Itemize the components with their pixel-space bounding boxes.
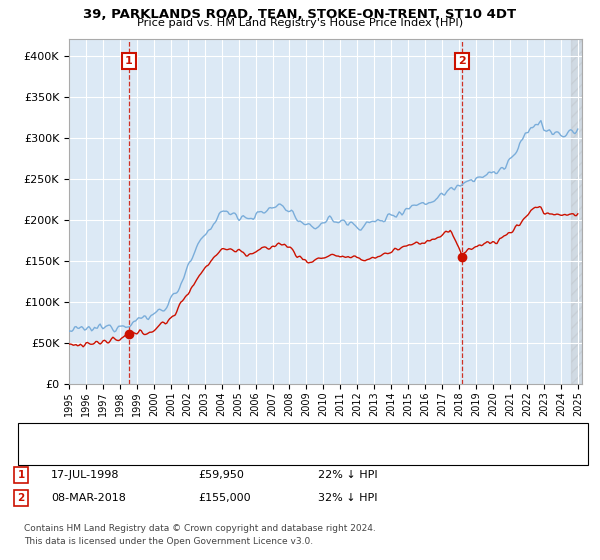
Text: £155,000: £155,000 [198,493,251,503]
Text: 08-MAR-2018: 08-MAR-2018 [51,493,126,503]
Text: 32% ↓ HPI: 32% ↓ HPI [318,493,377,503]
Text: 22% ↓ HPI: 22% ↓ HPI [318,470,377,480]
Text: 2: 2 [17,493,25,503]
Text: Price paid vs. HM Land Registry's House Price Index (HPI): Price paid vs. HM Land Registry's House … [137,18,463,29]
Text: This data is licensed under the Open Government Licence v3.0.: This data is licensed under the Open Gov… [24,537,313,546]
Text: 2: 2 [458,56,466,66]
Text: £59,950: £59,950 [198,470,244,480]
Text: 1: 1 [17,470,25,480]
Text: 39, PARKLANDS ROAD, TEAN, STOKE-ON-TRENT, ST10 4DT: 39, PARKLANDS ROAD, TEAN, STOKE-ON-TRENT… [83,8,517,21]
Text: 17-JUL-1998: 17-JUL-1998 [51,470,119,480]
Text: —: — [30,426,46,440]
Text: 1: 1 [125,56,133,66]
Text: HPI: Average price, detached house, Staffordshire Moorlands: HPI: Average price, detached house, Staf… [63,446,381,456]
Text: Contains HM Land Registry data © Crown copyright and database right 2024.: Contains HM Land Registry data © Crown c… [24,524,376,533]
Text: —: — [30,444,46,458]
Bar [571,39,582,384]
Text: 39, PARKLANDS ROAD, TEAN, STOKE-ON-TRENT, ST10 4DT (detached house): 39, PARKLANDS ROAD, TEAN, STOKE-ON-TRENT… [63,428,462,438]
